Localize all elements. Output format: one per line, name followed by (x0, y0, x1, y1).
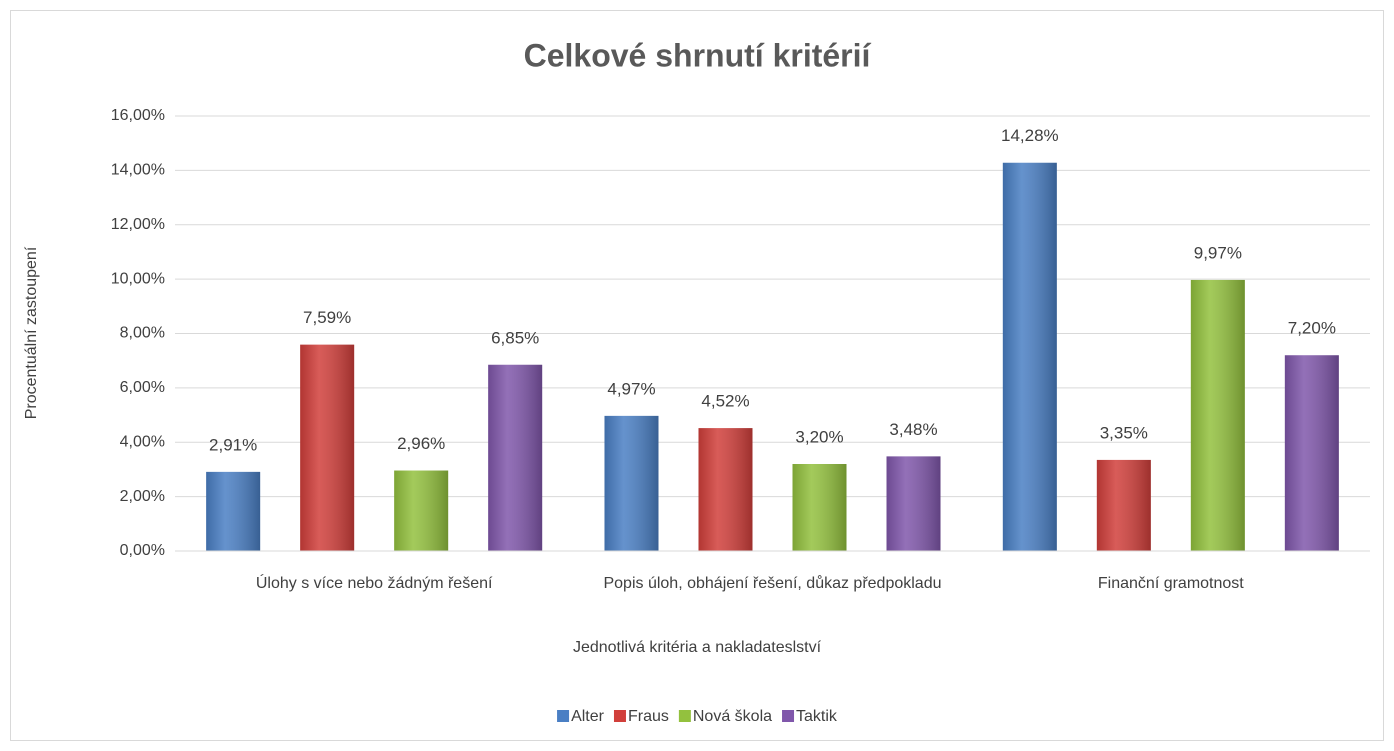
bar-shade (206, 471, 261, 551)
legend-swatch (613, 710, 626, 722)
value-label: 6,85% (491, 328, 539, 347)
value-label: 9,97% (1194, 243, 1242, 262)
legend-swatch (678, 710, 691, 722)
bar-shade (792, 464, 847, 551)
value-label: 4,52% (701, 392, 749, 411)
value-label: 3,48% (889, 420, 937, 439)
chart-title: Celkové shrnutí kritérií (524, 37, 872, 73)
y-tick-label: 12,00% (111, 216, 165, 233)
bar-shade (1002, 162, 1057, 551)
bar-shade (1096, 459, 1151, 551)
chart-frame (10, 10, 1384, 741)
legend: Alter Fraus Nová škola Taktik (557, 708, 838, 725)
y-tick-label: 16,00% (111, 107, 165, 124)
y-axis-title: Procentuální zastoupení (23, 246, 40, 419)
bar-shade (300, 344, 355, 551)
value-label: 14,28% (1001, 126, 1059, 145)
bar-shade (1190, 279, 1245, 551)
y-tick-label: 14,00% (111, 162, 165, 179)
legend-swatch (782, 710, 795, 722)
y-tick-label: 4,00% (120, 433, 165, 450)
bar-shade (488, 364, 543, 551)
legend-label: Alter (571, 708, 605, 725)
value-label: 3,35% (1100, 423, 1148, 442)
legend-swatch (557, 710, 570, 722)
value-label: 4,97% (607, 379, 655, 398)
bar-shade (698, 428, 753, 551)
y-tick-label: 8,00% (120, 325, 165, 342)
x-tick-label: Finanční gramotnost (1098, 575, 1244, 592)
legend-label: Nová škola (693, 708, 772, 725)
bar-shade (604, 415, 659, 551)
bar-shade (886, 456, 941, 551)
legend-label: Fraus (628, 708, 669, 725)
y-tick-label: 0,00% (120, 542, 165, 559)
legend-label: Taktik (796, 708, 838, 725)
x-axis-title: Jednotlivá kritéria a nakladateslství (573, 639, 822, 656)
value-label: 2,91% (209, 435, 257, 454)
y-tick-label: 6,00% (120, 379, 165, 396)
value-label: 7,20% (1288, 319, 1336, 338)
value-label: 3,20% (795, 427, 843, 446)
y-tick-label: 10,00% (111, 270, 165, 287)
x-tick-label: Popis úloh, obhájení řešení, důkaz předp… (603, 574, 941, 592)
value-label: 2,96% (397, 434, 445, 453)
bar-shade (1284, 355, 1339, 551)
bar-shade (394, 470, 449, 551)
y-tick-label: 2,00% (120, 488, 165, 505)
x-tick-label: Úlohy s více nebo žádným řešení (256, 573, 493, 592)
value-label: 7,59% (303, 308, 351, 327)
